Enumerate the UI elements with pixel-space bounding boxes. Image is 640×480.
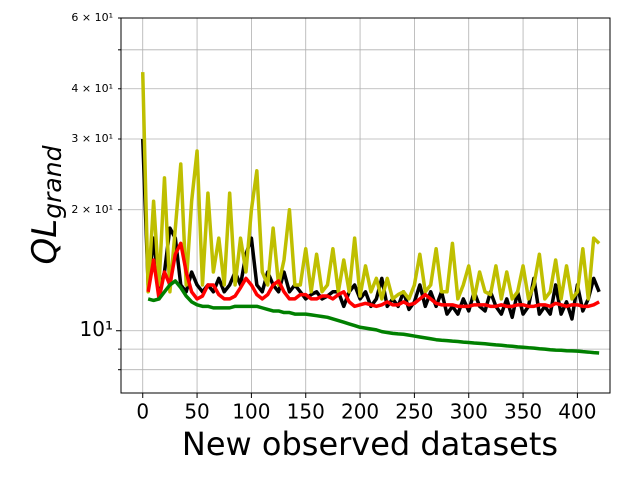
y-label-sub: grand xyxy=(38,145,67,218)
y-tick-label: 4 × 10¹ xyxy=(71,82,113,95)
data-line xyxy=(140,72,601,301)
x-tick-label: 150 xyxy=(287,400,325,424)
x-tick-label: 400 xyxy=(558,400,596,424)
x-tick-label: 350 xyxy=(504,400,542,424)
plot-frame xyxy=(120,17,611,394)
y-tick-label: 2 × 10¹ xyxy=(71,203,113,216)
y-axis-label: QLgrand xyxy=(25,145,68,264)
data-line xyxy=(147,279,600,355)
x-tick-label: 200 xyxy=(341,400,379,424)
data-line xyxy=(146,241,600,309)
x-tick-label: 250 xyxy=(395,400,433,424)
y-tick-label: 3 × 10¹ xyxy=(71,132,113,145)
x-tick-label: 300 xyxy=(450,400,488,424)
y-tick-label: 6 × 10¹ xyxy=(71,11,113,24)
y-tick-label: 10¹ xyxy=(80,317,113,341)
x-tick-label: 100 xyxy=(232,400,270,424)
x-axis-label: New observed datasets xyxy=(182,425,558,463)
x-tick-label: 50 xyxy=(184,400,209,424)
x-tick-label: 0 xyxy=(136,400,149,424)
y-label-main: QL xyxy=(25,219,65,265)
